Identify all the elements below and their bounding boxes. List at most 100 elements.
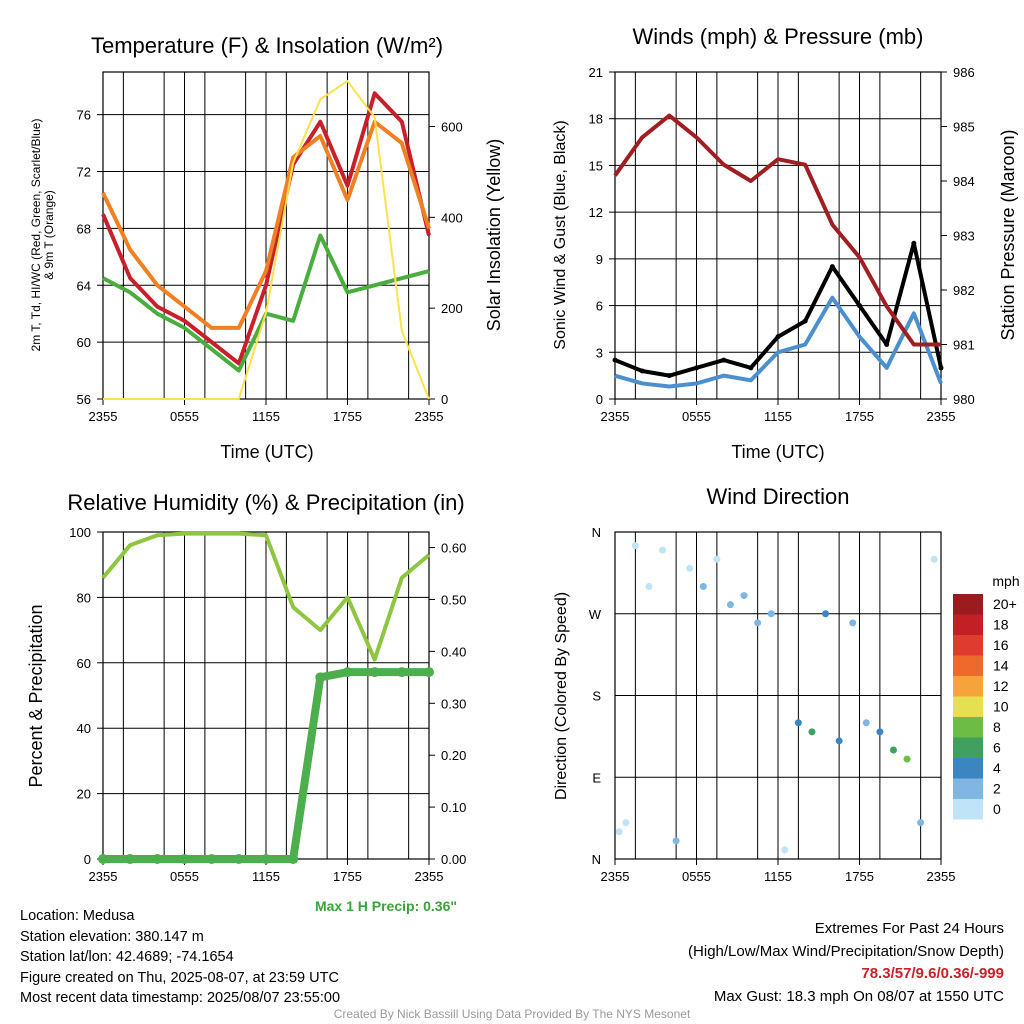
gust-point <box>612 357 618 363</box>
y-tick-label: 40 <box>77 721 91 736</box>
winds-panel: Winds (mph) & Pressure (mb) Sonic Wind &… <box>552 24 1018 462</box>
direction-point <box>726 601 734 609</box>
x-tick-label: 1155 <box>764 869 792 884</box>
y2-tick-label: 986 <box>953 65 975 80</box>
y2-tick-label: 200 <box>441 301 463 316</box>
direction-point <box>889 746 897 754</box>
humidity-title: Relative Humidity (%) & Precipitation (i… <box>67 490 464 515</box>
y-tick-label: 6 <box>596 299 603 314</box>
speed-legend: 20+ 18 16 14 12 10 8 6 4 2 0 <box>953 594 1017 820</box>
y-tick-label: 20 <box>77 787 91 802</box>
y-tick-label: 72 <box>77 165 91 180</box>
x-tick-label: 2355 <box>601 869 630 884</box>
direction-point <box>917 819 925 827</box>
x-tick-label: 1155 <box>252 409 280 424</box>
y2-tick-label: 0.10 <box>441 800 466 815</box>
x-tick-label: 1755 <box>333 869 362 884</box>
y-tick-label: 15 <box>589 158 603 173</box>
gust-point <box>639 368 645 374</box>
direction-point <box>631 542 639 550</box>
x-tick-label: 2355 <box>89 409 118 424</box>
x-tick-label: 0555 <box>170 409 199 424</box>
legend-swatch <box>953 737 983 758</box>
temperature-ylabel-left-1: 2m T, Td, HI/WC (Red, Green, Scarlet/Blu… <box>29 119 43 352</box>
x-tick-label: 0555 <box>170 869 199 884</box>
legend-swatch <box>953 635 983 656</box>
humidity-panel: Relative Humidity (%) & Precipitation (i… <box>26 490 466 914</box>
legend-label: 2 <box>993 781 1001 797</box>
temperature-title: Temperature (F) & Insolation (W/m²) <box>91 33 443 58</box>
direction-point <box>767 610 775 618</box>
x-tick-label: 0555 <box>682 869 711 884</box>
y2-tick-label: 400 <box>441 210 463 225</box>
y-tick-label: 68 <box>77 221 91 236</box>
gust-point <box>775 334 781 340</box>
extremes-info: Extremes For Past 24 Hours (High/Low/Max… <box>688 918 1004 1008</box>
direction-point <box>849 619 857 627</box>
legend-label: 16 <box>993 637 1009 653</box>
y-tick-label: E <box>592 770 601 785</box>
direction-point <box>930 555 938 563</box>
series-line-0 <box>614 295 943 389</box>
plot-frame <box>614 71 942 400</box>
y-tick-label: 0 <box>84 852 91 867</box>
legend-swatch <box>953 799 983 820</box>
y2-tick-label: 600 <box>441 120 463 135</box>
extremes-subheading: (High/Low/Max Wind/Precipitation/Snow De… <box>688 942 1004 960</box>
direction-point <box>659 546 667 554</box>
y-tick-label: 80 <box>77 590 91 605</box>
y-tick-label: 60 <box>77 656 91 671</box>
y2-tick-label: 0.30 <box>441 696 466 711</box>
y2-tick-label: 984 <box>953 174 975 189</box>
y2-tick-label: 0.00 <box>441 852 466 867</box>
direction-point <box>672 837 680 845</box>
direction-panel: Wind Direction Direction (Colored By Spe… <box>553 484 1020 884</box>
winds-ylabel-left: Sonic Wind & Gust (Blue, Black) <box>552 120 569 349</box>
y-tick-label: W <box>589 607 602 622</box>
gust-point <box>884 342 890 347</box>
y-tick-label: S <box>592 689 601 704</box>
direction-point <box>835 737 843 745</box>
y-tick-label: 100 <box>69 525 91 540</box>
y-tick-label: N <box>592 852 601 867</box>
location-text: Location: Medusa <box>20 908 135 924</box>
legend-swatch <box>953 696 983 717</box>
gust-point <box>938 365 944 371</box>
legend-swatch <box>953 758 983 779</box>
legend-label: 14 <box>993 658 1009 674</box>
legend-label: 10 <box>993 699 1009 715</box>
gust-point <box>666 373 672 379</box>
y2-tick-label: 983 <box>953 229 975 244</box>
y-tick-label: 9 <box>596 252 603 267</box>
legend-swatch <box>953 614 983 635</box>
y-tick-label: 12 <box>589 205 603 220</box>
direction-ylabel-left: Direction (Colored By Speed) <box>553 592 570 800</box>
x-tick-label: 1755 <box>333 409 362 424</box>
legend-label: 20+ <box>993 596 1017 612</box>
credit-footer: Created By Nick Bassill Using Data Provi… <box>333 1007 691 1021</box>
plot-frame <box>614 531 942 860</box>
direction-point <box>903 755 911 763</box>
y-tick-label: 64 <box>77 278 91 293</box>
legend-label: 8 <box>993 719 1001 735</box>
x-tick-label: 0555 <box>682 409 711 424</box>
x-tick-label: 2355 <box>89 869 118 884</box>
y2-tick-label: 0.50 <box>441 592 466 607</box>
series-line-0 <box>101 91 431 366</box>
extremes-values: 78.3/57/9.6/0.36/-999 <box>861 965 1004 982</box>
direction-point <box>645 583 653 590</box>
y-tick-label: 21 <box>589 65 603 80</box>
legend-label: 0 <box>993 801 1001 817</box>
gust-point <box>721 357 727 363</box>
elevation-text: Station elevation: 380.147 m <box>20 928 204 945</box>
winds-title: Winds (mph) & Pressure (mb) <box>633 24 924 49</box>
direction-title: Wind Direction <box>706 484 849 509</box>
temperature-ylabel-right: Solar Insolation (Yellow) <box>484 139 504 331</box>
x-tick-label: 2355 <box>927 869 956 884</box>
gust-point <box>829 264 835 270</box>
legend-swatch <box>953 717 983 738</box>
extremes-heading: Extremes For Past 24 Hours <box>814 920 1004 937</box>
y-tick-label: N <box>592 525 601 540</box>
y2-tick-label: 0 <box>441 392 448 407</box>
gust-point <box>694 365 699 371</box>
